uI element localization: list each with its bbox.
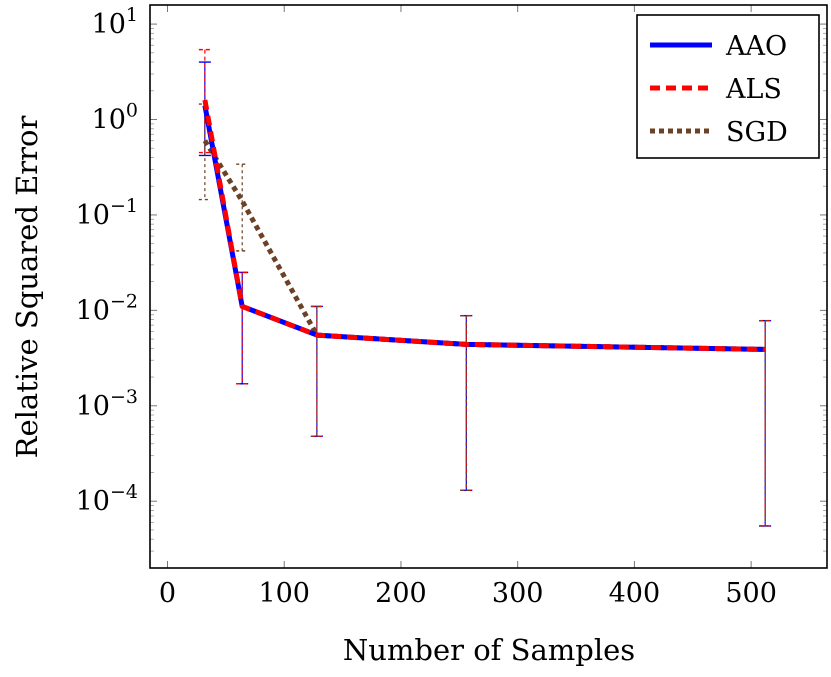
x-tick-label: 300 <box>492 578 544 609</box>
x-tick-label: 100 <box>258 578 310 609</box>
y-tick-label-base: 10 <box>76 391 110 422</box>
y-tick-label-exponent: 0 <box>126 100 138 122</box>
y-tick-label-base: 10 <box>92 105 126 136</box>
y-tick-label-base: 10 <box>92 9 126 40</box>
y-tick-label-base: 10 <box>76 295 110 326</box>
x-axis-label: Number of Samples <box>343 633 635 667</box>
x-tick-label: 500 <box>725 578 777 609</box>
x-axis-ticks: 0 100 200 300 400 500 <box>159 5 777 609</box>
series-line-als <box>202 99 766 352</box>
y-tick-label-base: 10 <box>76 200 110 231</box>
legend-label-sgd: SGD <box>726 117 788 148</box>
x-tick-label: 0 <box>159 578 176 609</box>
legend-label-aao: AAO <box>725 31 787 62</box>
y-tick-label-base: 10 <box>76 486 110 517</box>
y-tick-label-exponent: −1 <box>110 195 138 217</box>
plot-frame <box>149 4 828 569</box>
x-tick-label: 200 <box>375 578 427 609</box>
y-tick-label: 10−3 <box>76 386 138 422</box>
x-tick-label: 400 <box>609 578 661 609</box>
y-tick-label-exponent: −4 <box>110 481 138 503</box>
legend: AAO ALS SGD <box>636 14 820 159</box>
series-lines <box>202 99 766 352</box>
series-line-sgd <box>202 139 766 352</box>
y-tick-label: 10−4 <box>76 481 138 517</box>
y-tick-label: 10−1 <box>76 195 138 231</box>
legend-label-als: ALS <box>725 74 782 105</box>
y-axis-label: Relative Squared Error <box>10 116 44 459</box>
y-tick-label: 100 <box>92 100 138 136</box>
y-tick-label-exponent: 1 <box>126 4 138 26</box>
y-tick-label: 10−2 <box>76 290 138 326</box>
y-tick-label-exponent: −3 <box>110 386 138 408</box>
y-tick-label: 101 <box>92 4 138 40</box>
y-tick-label-exponent: −2 <box>110 290 138 312</box>
